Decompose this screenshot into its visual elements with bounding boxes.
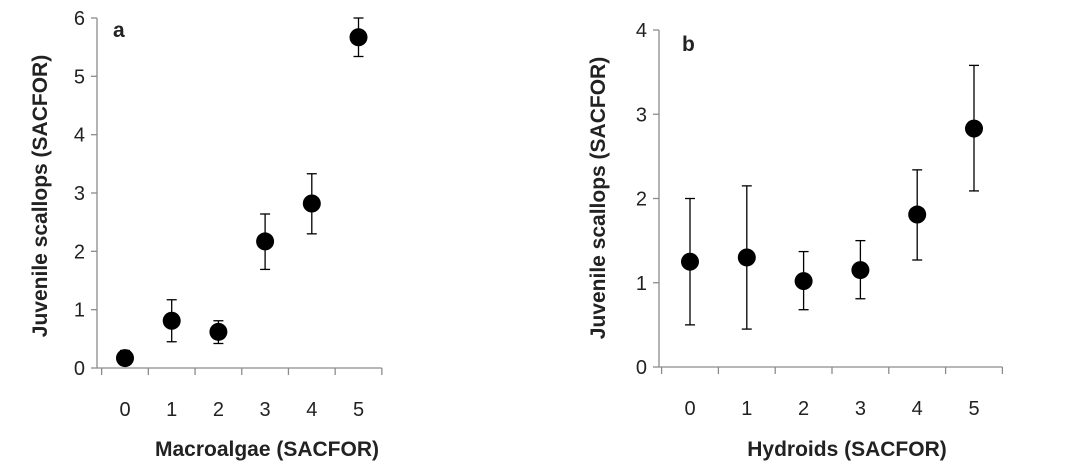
- x-tick-label: 5: [353, 399, 364, 421]
- y-tick-label: 5: [74, 66, 85, 88]
- x-tick-label: 4: [306, 399, 317, 421]
- x-tick-label: 3: [855, 398, 866, 420]
- x-tick-label: 4: [912, 398, 923, 420]
- x-axis-title-a: Macroalgae (SACFOR): [155, 438, 379, 461]
- data-point: [737, 248, 756, 267]
- y-tick-label: 2: [636, 189, 647, 211]
- panel-label-b: b: [682, 33, 695, 56]
- y-tick-label: 6: [74, 8, 85, 30]
- y-tick-label: 0: [74, 358, 85, 380]
- x-tick-label: 2: [798, 398, 809, 420]
- x-tick-label: 3: [260, 399, 271, 421]
- y-tick-label: 2: [74, 241, 85, 263]
- data-point: [794, 272, 813, 291]
- y-tick-label: 1: [74, 300, 85, 322]
- y-tick-label: 3: [636, 104, 647, 126]
- data-point: [116, 349, 134, 368]
- data-point: [908, 205, 927, 224]
- data-point: [681, 252, 699, 271]
- chart-panel-b: b Juvenile scallops (SACFOR) Hydroids (S…: [587, 20, 1004, 461]
- x-tick-label: 2: [213, 399, 224, 421]
- y-tick-label: 0: [636, 357, 647, 379]
- y-axis-title-b: Juvenile scallops (SACFOR): [587, 57, 610, 339]
- x-tick-label: 1: [166, 399, 177, 421]
- data-point: [256, 232, 275, 251]
- y-tick-label: 3: [74, 183, 85, 205]
- x-tick-label: 0: [684, 398, 695, 420]
- data-point: [965, 119, 983, 138]
- y-tick-label: 1: [636, 273, 647, 295]
- data-point: [349, 28, 368, 47]
- data-point: [162, 311, 181, 330]
- chart-panel-a: a Juvenile scallops (SACFOR) Macroalgae …: [29, 8, 383, 461]
- x-axis-title-b: Hydroids (SACFOR): [747, 438, 947, 461]
- x-tick-label: 5: [968, 398, 979, 420]
- y-tick-label: 4: [74, 125, 85, 147]
- data-point: [851, 261, 870, 280]
- x-tick-label: 1: [741, 398, 752, 420]
- y-tick-label: 4: [636, 20, 647, 42]
- data-point: [209, 322, 228, 341]
- y-axis-title-a: Juvenile scallops (SACFOR): [29, 55, 52, 337]
- data-point: [302, 194, 321, 213]
- panel-label-a: a: [113, 19, 125, 42]
- x-tick-label: 0: [119, 399, 130, 421]
